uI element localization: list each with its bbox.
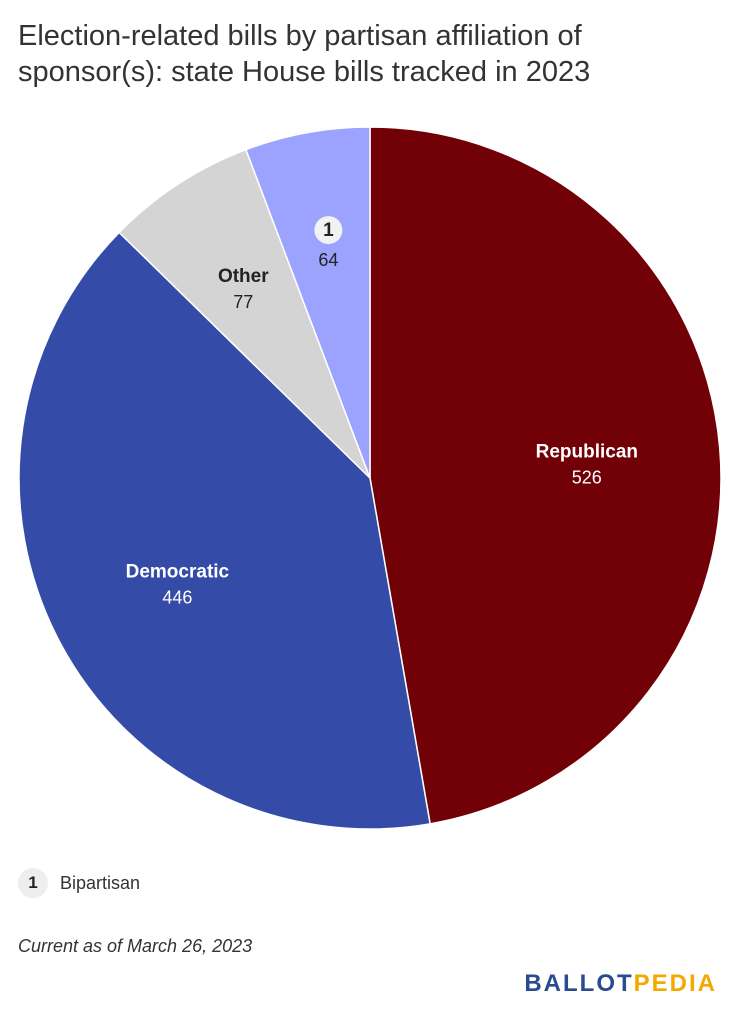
pie-slice-other xyxy=(118,148,371,479)
logo-ballot: BALLOT xyxy=(524,970,634,997)
legend-text: Bipartisan xyxy=(60,872,141,893)
logo-pedia: PEDIA xyxy=(633,970,717,997)
pie-slice-1 xyxy=(244,126,371,479)
slice-label-other: Other xyxy=(218,266,269,287)
slice-label-republican: Republican xyxy=(536,441,638,462)
pie-slices xyxy=(18,126,722,830)
slice-value-label: 64 xyxy=(318,250,338,270)
slice-value-republican: 526 xyxy=(572,467,602,487)
slice-label-democratic: Democratic xyxy=(126,561,230,582)
pie-slice-democratic xyxy=(18,231,432,830)
slice-value-other: 77 xyxy=(233,292,253,312)
slice-value-democratic: 446 xyxy=(162,587,192,607)
slice-key-badge xyxy=(314,216,343,245)
footnote: Current as of March 26, 2023 xyxy=(18,936,253,956)
chart-title: Election-related bills by partisan affil… xyxy=(18,20,591,88)
slice-key-label: 1 xyxy=(323,220,334,241)
ballotpedia-logo: BALLOTPEDIA xyxy=(524,970,717,998)
pie-labels: Republican 526 Democratic 446 Other 77 1 64 xyxy=(126,216,638,607)
pie-slice-republican xyxy=(369,126,722,825)
legend-key-badge: 1 xyxy=(18,868,48,898)
legend: 1 Bipartisan xyxy=(18,868,140,898)
